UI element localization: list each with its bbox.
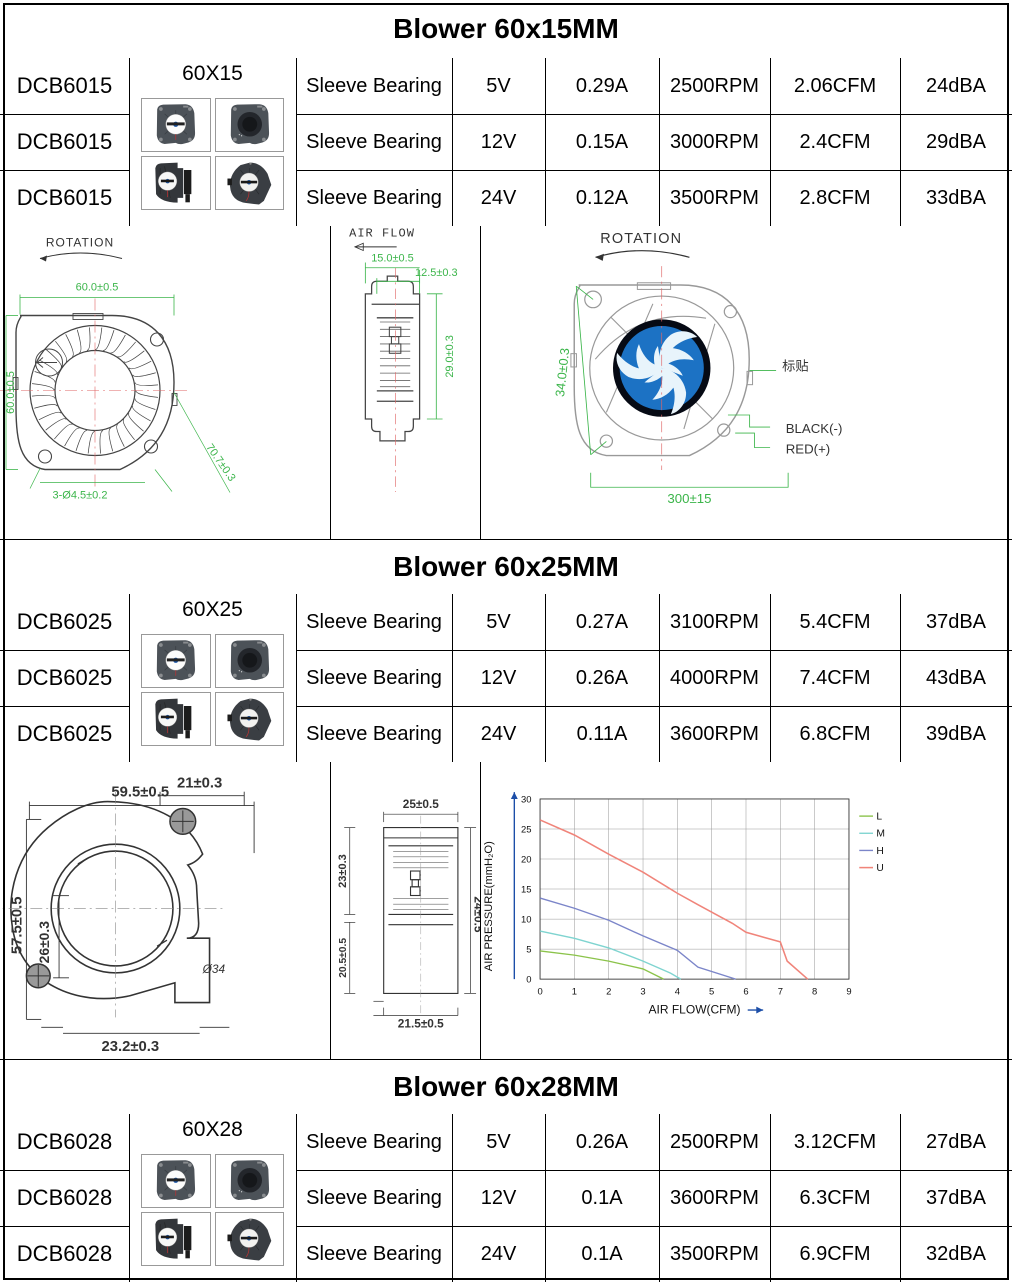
svg-text:U: U bbox=[876, 863, 883, 874]
svg-text:Ø34: Ø34 bbox=[202, 962, 226, 976]
svg-text:3: 3 bbox=[640, 986, 645, 997]
svg-text:20: 20 bbox=[521, 853, 531, 864]
svg-text:6: 6 bbox=[743, 986, 748, 997]
svg-text:M: M bbox=[876, 829, 885, 840]
svg-text:RED(+): RED(+) bbox=[786, 442, 831, 457]
svg-text:60.0±0.5: 60.0±0.5 bbox=[5, 371, 17, 414]
svg-text:23.2±0.3: 23.2±0.3 bbox=[102, 1039, 160, 1055]
svg-text:9: 9 bbox=[846, 986, 851, 997]
svg-text:59.5±0.5: 59.5±0.5 bbox=[111, 785, 169, 801]
svg-text:10: 10 bbox=[521, 914, 531, 925]
svg-text:60.0±0.5: 60.0±0.5 bbox=[76, 282, 119, 294]
svg-text:1: 1 bbox=[572, 986, 577, 997]
svg-text:21±0.3: 21±0.3 bbox=[177, 776, 222, 792]
svg-text:70.7±0.3: 70.7±0.3 bbox=[203, 442, 237, 484]
svg-text:300±15: 300±15 bbox=[667, 491, 711, 506]
svg-text:24±0.5: 24±0.5 bbox=[471, 896, 480, 933]
svg-text:2: 2 bbox=[606, 986, 611, 997]
svg-text:4: 4 bbox=[675, 986, 680, 997]
svg-text:26±0.3: 26±0.3 bbox=[36, 921, 52, 964]
svg-text:29.0±0.3: 29.0±0.3 bbox=[444, 335, 456, 378]
svg-text:15: 15 bbox=[521, 883, 531, 894]
svg-text:AIR PRESSURE(mmH₂O): AIR PRESSURE(mmH₂O) bbox=[483, 841, 495, 971]
svg-text:0: 0 bbox=[526, 974, 531, 985]
svg-text:21.5±0.5: 21.5±0.5 bbox=[398, 1016, 444, 1030]
svg-text:34.0±0.3: 34.0±0.3 bbox=[553, 347, 572, 397]
svg-text:BLACK(-): BLACK(-) bbox=[786, 421, 843, 436]
svg-text:标贴: 标贴 bbox=[782, 358, 808, 373]
svg-text:25: 25 bbox=[521, 823, 531, 834]
svg-text:AIR FLOW: AIR FLOW bbox=[349, 226, 415, 240]
svg-text:5: 5 bbox=[526, 944, 531, 955]
svg-text:12.5±0.3: 12.5±0.3 bbox=[415, 267, 458, 279]
svg-text:L: L bbox=[876, 812, 882, 823]
svg-text:25±0.5: 25±0.5 bbox=[403, 797, 440, 811]
svg-text:23±0.3: 23±0.3 bbox=[337, 854, 349, 888]
svg-text:AIR FLOW(CFM): AIR FLOW(CFM) bbox=[649, 1002, 741, 1016]
svg-text:5: 5 bbox=[709, 986, 714, 997]
svg-text:0: 0 bbox=[537, 986, 542, 997]
svg-text:20.5±0.5: 20.5±0.5 bbox=[338, 938, 349, 978]
svg-text:15.0±0.5: 15.0±0.5 bbox=[371, 252, 414, 264]
svg-text:H: H bbox=[876, 846, 883, 857]
svg-text:7: 7 bbox=[778, 986, 783, 997]
svg-text:ROTATION: ROTATION bbox=[600, 231, 682, 247]
svg-text:57.5±0.5: 57.5±0.5 bbox=[9, 897, 25, 955]
svg-text:ROTATION: ROTATION bbox=[46, 236, 114, 250]
svg-text:8: 8 bbox=[812, 986, 817, 997]
svg-text:3-Ø4.5±0.2: 3-Ø4.5±0.2 bbox=[53, 490, 108, 502]
svg-text:30: 30 bbox=[521, 793, 531, 804]
